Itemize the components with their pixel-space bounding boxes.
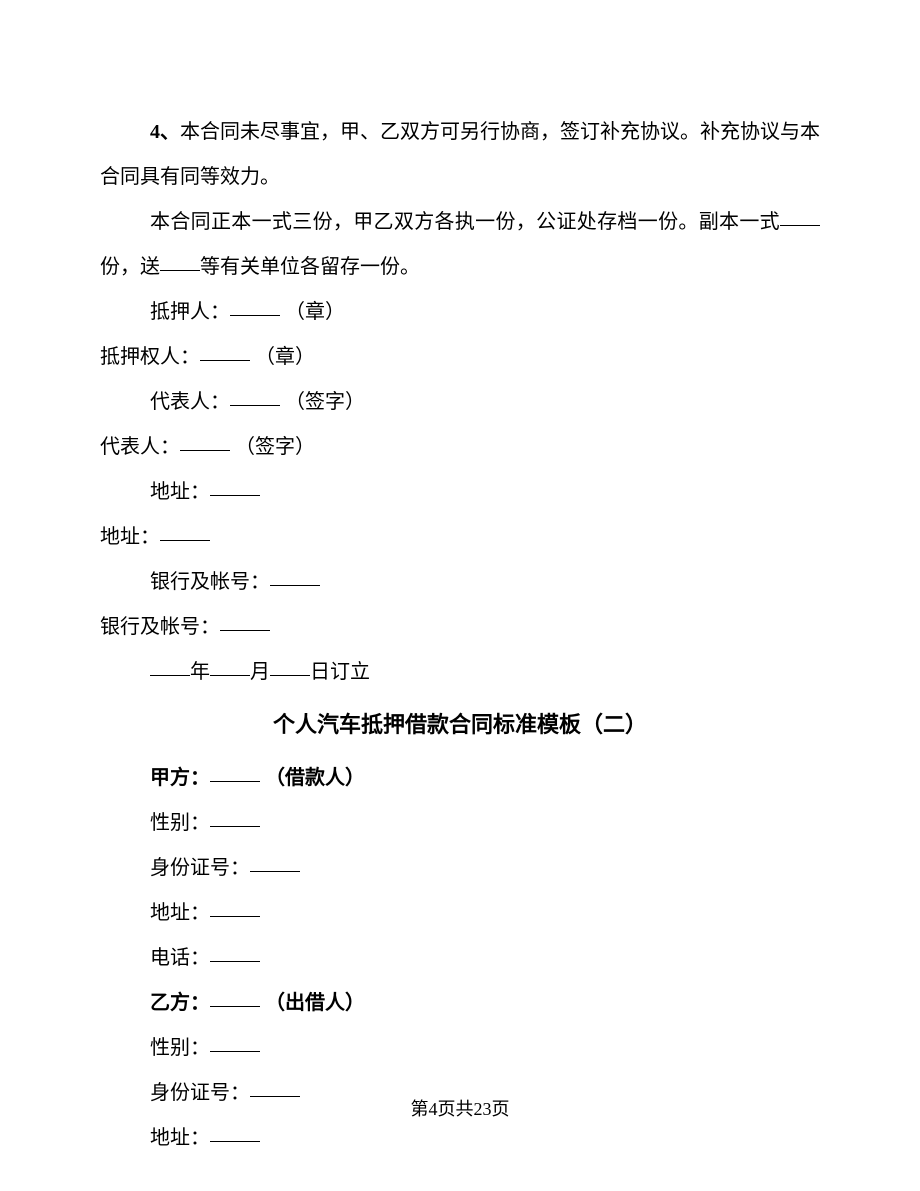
blank-gender-b bbox=[210, 1032, 260, 1052]
blank-mortgagor bbox=[230, 296, 280, 316]
clause-4: 4、本合同未尽事宜，甲、乙双方可另行协商，签订补充协议。补充协议与本合同具有同等… bbox=[100, 110, 820, 200]
address-line-1: 地址： bbox=[100, 470, 820, 515]
bank-line-1: 银行及帐号： bbox=[100, 560, 820, 605]
blank-send-to bbox=[160, 251, 200, 271]
month-label: 月 bbox=[250, 661, 270, 683]
blank-bank-2 bbox=[220, 611, 270, 631]
party-a-label: 甲方： bbox=[150, 767, 210, 789]
page-content: 4、本合同未尽事宜，甲、乙双方可另行协商，签订补充协议。补充协议与本合同具有同等… bbox=[0, 0, 920, 1161]
copies-text-1: 本合同正本一式三份，甲乙双方各执一份，公证处存档一份。副本一式 bbox=[150, 211, 780, 233]
signature-suffix-1: （签字） bbox=[285, 391, 365, 413]
mortgagee-label: 抵押权人： bbox=[100, 346, 200, 368]
blank-mortgagee bbox=[200, 341, 250, 361]
blank-phone-a bbox=[210, 942, 260, 962]
gender-label-b: 性别： bbox=[150, 1037, 210, 1059]
blank-id-b bbox=[250, 1077, 300, 1097]
signature-suffix-2: （签字） bbox=[235, 436, 315, 458]
mortgagee-line: 抵押权人： （章） bbox=[100, 335, 820, 380]
clause-number: 4、 bbox=[150, 121, 180, 143]
address-label-1: 地址： bbox=[150, 481, 210, 503]
blank-bank-1 bbox=[270, 566, 320, 586]
party-b-line: 乙方： （出借人） bbox=[100, 981, 820, 1026]
mortgagor-line: 抵押人： （章） bbox=[100, 290, 820, 335]
blank-address-a bbox=[210, 897, 260, 917]
blank-rep-1 bbox=[230, 386, 280, 406]
address-label-b: 地址： bbox=[150, 1127, 210, 1149]
address-line-b: 地址： bbox=[100, 1116, 820, 1161]
page-footer: 第4页共23页 bbox=[0, 1095, 920, 1121]
party-a-role: （借款人） bbox=[265, 767, 365, 789]
representative-label-1: 代表人： bbox=[150, 391, 230, 413]
representative-line-1: 代表人： （签字） bbox=[100, 380, 820, 425]
day-label: 日订立 bbox=[310, 661, 370, 683]
year-label: 年 bbox=[190, 661, 210, 683]
party-b-label: 乙方： bbox=[150, 992, 210, 1014]
seal-suffix-2: （章） bbox=[255, 346, 315, 368]
phone-label-a: 电话： bbox=[150, 947, 210, 969]
copies-text-2: 份，送 bbox=[100, 256, 160, 278]
blank-address-1 bbox=[210, 476, 260, 496]
party-b-role: （出借人） bbox=[265, 992, 365, 1014]
blank-id-a bbox=[250, 852, 300, 872]
gender-line-b: 性别： bbox=[100, 1026, 820, 1071]
representative-line-2: 代表人： （签字） bbox=[100, 425, 820, 470]
bank-label-2: 银行及帐号： bbox=[100, 616, 220, 638]
representative-label-2: 代表人： bbox=[100, 436, 180, 458]
template-2-heading: 个人汽车抵押借款合同标准模板（二） bbox=[100, 699, 820, 752]
blank-party-b bbox=[210, 987, 260, 1007]
blank-copies bbox=[780, 206, 820, 226]
clause-4-text: 本合同未尽事宜，甲、乙双方可另行协商，签订补充协议。补充协议与本合同具有同等效力… bbox=[100, 121, 820, 188]
gender-line-a: 性别： bbox=[100, 801, 820, 846]
address-label-2: 地址： bbox=[100, 526, 160, 548]
seal-suffix-1: （章） bbox=[285, 301, 345, 323]
address-label-a: 地址： bbox=[150, 902, 210, 924]
copies-text-3: 等有关单位各留存一份。 bbox=[200, 256, 420, 278]
blank-party-a bbox=[210, 762, 260, 782]
bank-line-2: 银行及帐号： bbox=[100, 605, 820, 650]
id-line-a: 身份证号： bbox=[100, 846, 820, 891]
blank-year bbox=[150, 656, 190, 676]
blank-day bbox=[270, 656, 310, 676]
date-line: 年 月 日订立 bbox=[100, 650, 820, 695]
mortgagor-label: 抵押人： bbox=[150, 301, 230, 323]
address-line-2: 地址： bbox=[100, 515, 820, 560]
bank-label-1: 银行及帐号： bbox=[150, 571, 270, 593]
blank-address-b bbox=[210, 1122, 260, 1142]
gender-label-a: 性别： bbox=[150, 812, 210, 834]
phone-line-a: 电话： bbox=[100, 936, 820, 981]
copies-paragraph: 本合同正本一式三份，甲乙双方各执一份，公证处存档一份。副本一式份，送 等有关单位各… bbox=[100, 200, 820, 290]
party-a-line: 甲方： （借款人） bbox=[100, 756, 820, 801]
address-line-a: 地址： bbox=[100, 891, 820, 936]
blank-rep-2 bbox=[180, 431, 230, 451]
blank-gender-a bbox=[210, 807, 260, 827]
id-label-a: 身份证号： bbox=[150, 857, 250, 879]
blank-month bbox=[210, 656, 250, 676]
blank-address-2 bbox=[160, 521, 210, 541]
